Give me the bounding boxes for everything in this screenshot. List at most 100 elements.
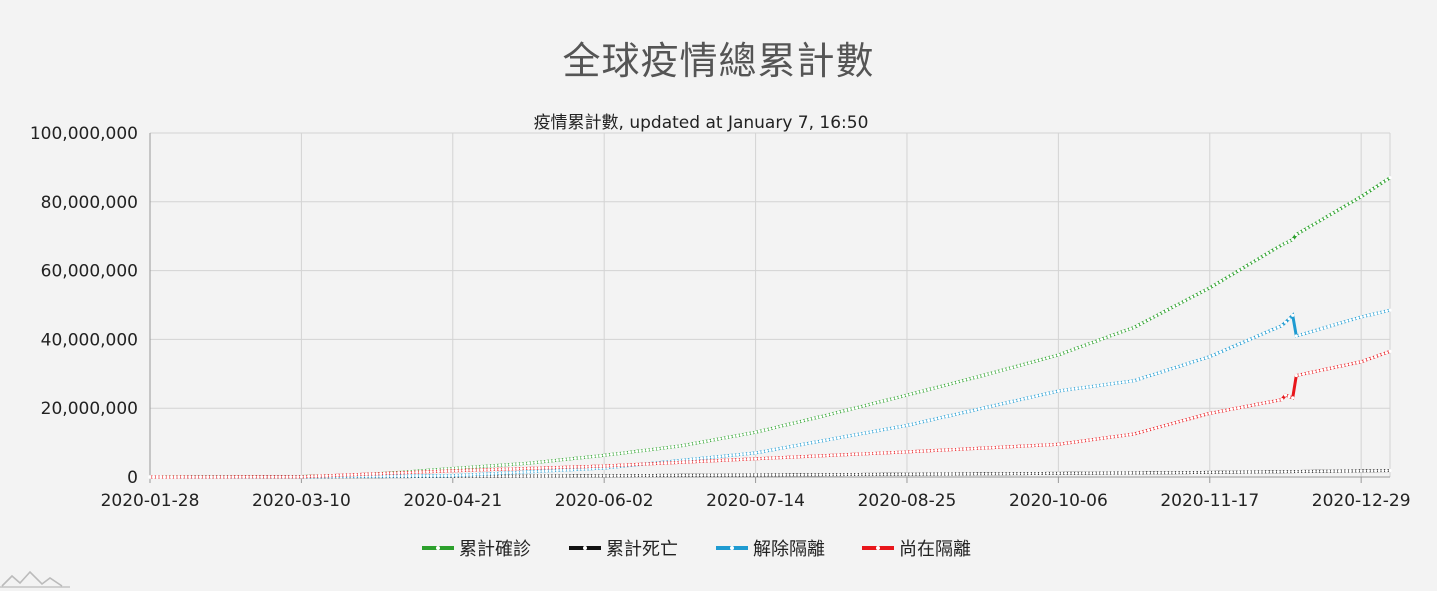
data-point bbox=[649, 448, 653, 452]
data-point bbox=[1359, 315, 1363, 319]
data-point bbox=[1078, 471, 1082, 475]
data-point bbox=[389, 474, 394, 478]
data-point bbox=[599, 454, 603, 458]
data-point bbox=[991, 404, 996, 408]
data-point bbox=[1118, 331, 1122, 335]
data-point bbox=[1103, 336, 1107, 340]
data-point bbox=[361, 472, 365, 476]
data-point bbox=[368, 472, 372, 476]
series-0 bbox=[148, 176, 1392, 479]
data-point bbox=[959, 472, 963, 476]
data-point bbox=[1276, 398, 1280, 402]
data-point bbox=[296, 475, 300, 479]
legend[interactable]: 累計確診 累計死亡 解除隔離 尚在隔離 bbox=[422, 539, 971, 560]
data-point bbox=[768, 448, 772, 452]
data-point bbox=[1388, 349, 1392, 353]
data-point bbox=[454, 466, 458, 470]
data-point bbox=[195, 475, 199, 479]
data-point bbox=[1345, 203, 1349, 207]
data-point bbox=[631, 463, 635, 467]
data-point bbox=[562, 465, 567, 469]
data-point bbox=[400, 471, 404, 475]
data-point bbox=[901, 472, 906, 476]
data-point bbox=[375, 472, 379, 476]
data-point bbox=[1384, 469, 1388, 473]
data-point bbox=[710, 473, 714, 477]
data-point bbox=[981, 472, 985, 476]
legend-item[interactable]: 累計確診 bbox=[422, 539, 531, 560]
data-point bbox=[1082, 344, 1086, 348]
data-point bbox=[1276, 325, 1280, 329]
data-point bbox=[1064, 388, 1068, 392]
data-point bbox=[905, 423, 909, 427]
legend-item[interactable]: 解除隔離 bbox=[716, 539, 825, 560]
data-point bbox=[530, 470, 534, 474]
data-point bbox=[339, 473, 343, 477]
data-point bbox=[790, 444, 794, 448]
data-point bbox=[963, 378, 967, 382]
data-point bbox=[444, 469, 448, 473]
data-point bbox=[880, 472, 884, 476]
data-point bbox=[595, 454, 599, 458]
data-point bbox=[1024, 396, 1028, 400]
data-point bbox=[1024, 362, 1028, 366]
data-point bbox=[811, 416, 815, 420]
data-point bbox=[1374, 312, 1378, 316]
data-point bbox=[1366, 190, 1370, 194]
data-point bbox=[1193, 359, 1197, 363]
data-point bbox=[840, 473, 844, 477]
data-point bbox=[487, 474, 491, 478]
data-point bbox=[872, 401, 877, 405]
data-point bbox=[818, 439, 823, 443]
data-point bbox=[1038, 443, 1042, 447]
data-point bbox=[519, 462, 523, 466]
data-point bbox=[498, 471, 502, 475]
data-point bbox=[945, 414, 949, 418]
data-point bbox=[1035, 471, 1039, 476]
data-point bbox=[1027, 471, 1032, 476]
data-point bbox=[822, 454, 826, 458]
y-tick-label: 100,000,000 bbox=[30, 124, 138, 144]
data-point bbox=[1309, 330, 1313, 334]
data-point bbox=[829, 473, 833, 477]
data-point bbox=[1222, 348, 1226, 352]
data-point bbox=[552, 466, 556, 470]
data-point bbox=[815, 454, 819, 458]
data-point bbox=[1370, 356, 1374, 360]
data-point bbox=[1370, 312, 1374, 317]
data-point bbox=[1388, 176, 1392, 180]
data-point bbox=[1085, 471, 1089, 475]
data-point bbox=[216, 475, 221, 479]
data-point bbox=[927, 472, 931, 476]
data-point bbox=[1262, 401, 1266, 405]
data-point bbox=[487, 468, 491, 472]
data-point bbox=[736, 434, 740, 438]
data-point bbox=[570, 468, 574, 472]
data-point bbox=[476, 468, 480, 472]
data-point bbox=[995, 472, 999, 476]
data-point bbox=[717, 473, 722, 477]
legend-item[interactable]: 尚在隔離 bbox=[862, 539, 971, 560]
legend-item[interactable]: 累計死亡 bbox=[569, 539, 678, 560]
data-point bbox=[1359, 469, 1363, 473]
data-point bbox=[1265, 470, 1269, 474]
data-point bbox=[1291, 470, 1295, 474]
data-point bbox=[977, 472, 981, 476]
data-point bbox=[526, 474, 531, 478]
data-point bbox=[1298, 373, 1302, 377]
data-point bbox=[1366, 357, 1370, 361]
data-point bbox=[768, 427, 772, 431]
data-point bbox=[1258, 470, 1262, 474]
data-point bbox=[588, 464, 592, 469]
data-point bbox=[1110, 471, 1114, 475]
data-point bbox=[505, 471, 509, 475]
data-point bbox=[869, 430, 873, 434]
data-point bbox=[1096, 471, 1100, 475]
data-point bbox=[389, 471, 394, 475]
data-point bbox=[772, 448, 776, 452]
data-point bbox=[916, 421, 920, 425]
data-point bbox=[1009, 366, 1014, 370]
data-point bbox=[963, 472, 967, 476]
data-point bbox=[653, 447, 657, 451]
data-point bbox=[678, 473, 682, 477]
